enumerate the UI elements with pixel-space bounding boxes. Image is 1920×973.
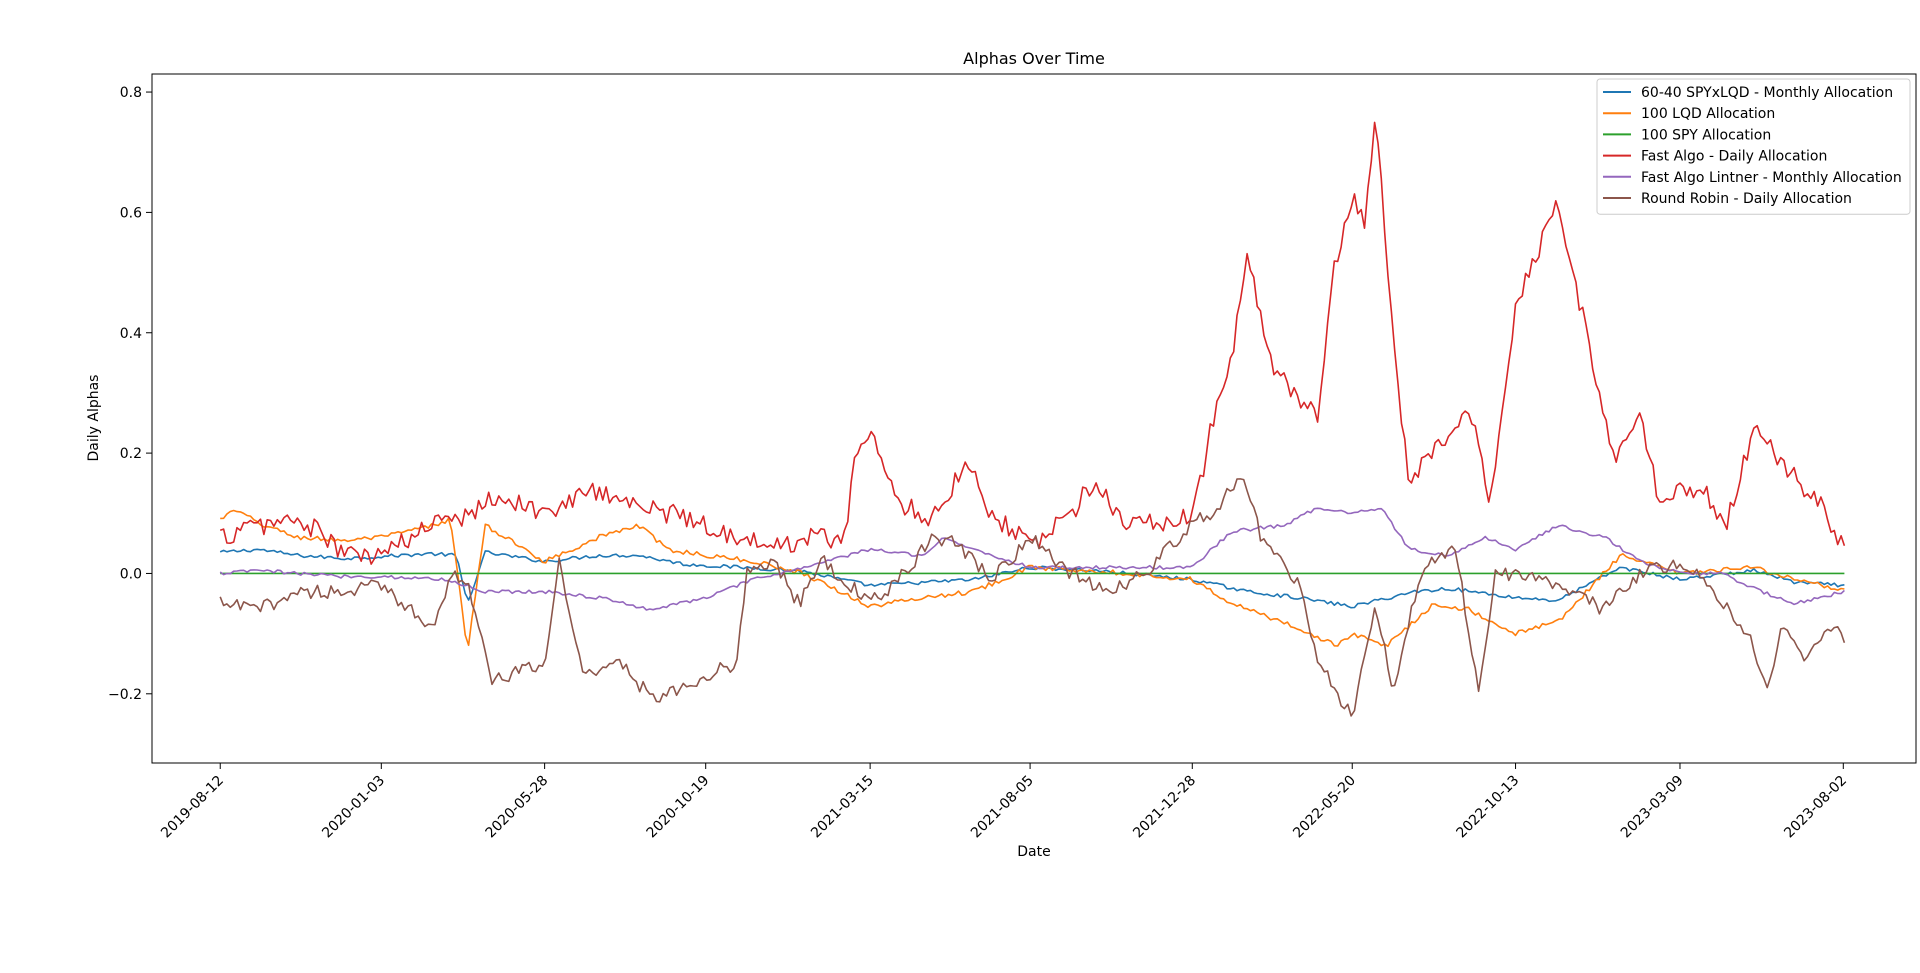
x-tick-label: 2023-08-02 bbox=[1781, 773, 1850, 842]
legend-entry: 60-40 SPYxLQD - Monthly Allocation bbox=[1641, 85, 1893, 101]
x-axis-label: Date bbox=[1017, 844, 1050, 860]
legend-entry: Fast Algo - Daily Allocation bbox=[1641, 149, 1827, 165]
legend-entry: 100 SPY Allocation bbox=[1641, 127, 1771, 143]
x-tick-label: 2020-05-28 bbox=[483, 773, 552, 842]
x-tick-label: 2021-08-05 bbox=[968, 773, 1037, 842]
x-axis: 2019-08-12 2020-01-03 2020-05-28 2020-10-19… bbox=[158, 763, 1850, 841]
legend-entry: Round Robin - Daily Allocation bbox=[1641, 191, 1852, 207]
plot-area-frame bbox=[151, 73, 1917, 764]
legend: 60-40 SPYxLQD - Monthly Allocation 100 LQ… bbox=[1596, 78, 1911, 215]
y-axis: −0.2 0.0 0.2 0.4 0.6 0.8 bbox=[108, 85, 152, 703]
y-tick-label: −0.2 bbox=[108, 687, 142, 703]
series-line-5 bbox=[219, 507, 1845, 611]
x-tick-label: 2022-05-20 bbox=[1290, 773, 1359, 842]
legend-entry: 100 LQD Allocation bbox=[1641, 106, 1775, 122]
x-tick-label: 2023-03-09 bbox=[1618, 773, 1687, 842]
series-line-4 bbox=[219, 121, 1846, 565]
x-tick-label: 2022-10-13 bbox=[1454, 773, 1523, 842]
series-line-1 bbox=[219, 548, 1845, 609]
y-tick-label: 0.2 bbox=[120, 446, 142, 462]
series-layer bbox=[219, 121, 1846, 717]
x-tick-label: 2021-12-28 bbox=[1130, 773, 1199, 842]
y-axis-label: Daily Alphas bbox=[86, 375, 102, 462]
y-tick-label: 0.8 bbox=[120, 85, 142, 101]
y-tick-label: 0.6 bbox=[120, 205, 142, 221]
y-tick-label: 0.0 bbox=[120, 566, 142, 582]
chart-title: Alphas Over Time bbox=[963, 49, 1105, 68]
x-tick-label: 2019-08-12 bbox=[158, 773, 227, 842]
x-tick-label: 2021-03-15 bbox=[808, 773, 877, 842]
x-tick-label: 2020-01-03 bbox=[319, 773, 388, 842]
legend-entry: Fast Algo Lintner - Monthly Allocation bbox=[1641, 170, 1902, 186]
legend-box bbox=[1596, 78, 1911, 215]
y-tick-label: 0.4 bbox=[120, 326, 142, 342]
x-tick-label: 2020-10-19 bbox=[644, 773, 713, 842]
series-line-6 bbox=[219, 478, 1846, 717]
series-line-2 bbox=[220, 509, 1845, 648]
